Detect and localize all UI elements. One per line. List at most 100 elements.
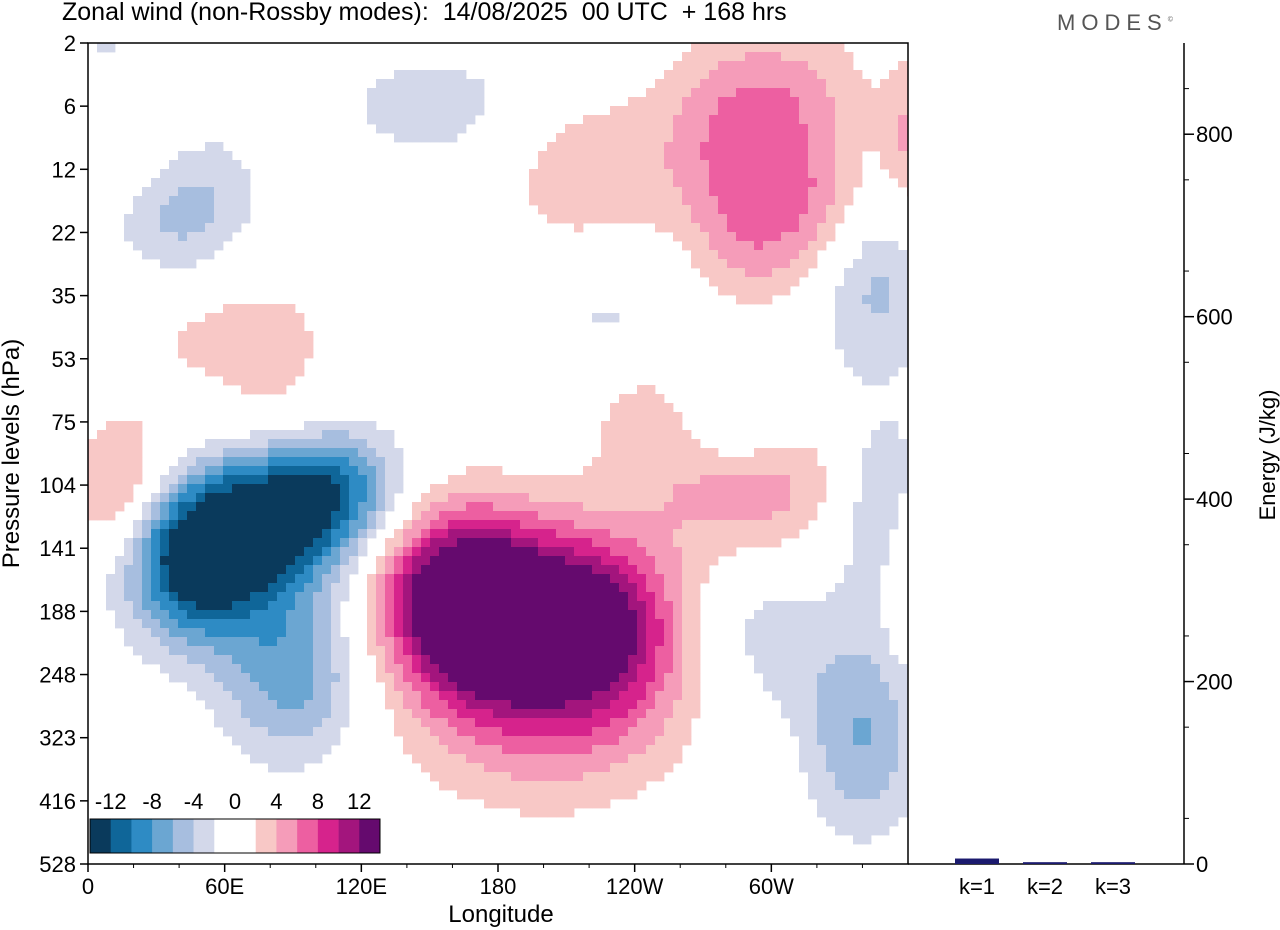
heatmap-cell (763, 79, 773, 89)
heatmap-cell (628, 565, 638, 575)
heatmap-cell (331, 700, 341, 710)
heatmap-cell (808, 727, 818, 737)
heatmap-cell (475, 745, 485, 755)
heatmap-cell (250, 565, 260, 575)
heatmap-cell (799, 628, 809, 638)
heatmap-cell (700, 196, 710, 206)
heatmap-cell (835, 142, 845, 152)
heatmap-cell (745, 97, 755, 107)
heatmap-cell (178, 511, 188, 521)
heatmap-cell (457, 601, 467, 611)
heatmap-cell (583, 187, 593, 197)
heatmap-cell (196, 178, 206, 188)
heatmap-cell (241, 376, 251, 386)
heatmap-cell (817, 142, 827, 152)
heatmap-cell (871, 601, 881, 611)
heatmap-cell (403, 79, 413, 89)
heatmap-cell (646, 403, 656, 413)
heatmap-cell (214, 313, 224, 323)
heatmap-cell (799, 106, 809, 116)
heatmap-cell (187, 250, 197, 260)
heatmap-cell (601, 493, 611, 503)
heatmap-cell (151, 493, 161, 503)
heatmap-cell (250, 655, 260, 665)
heatmap-cell (547, 583, 557, 593)
heatmap-cell (745, 160, 755, 170)
heatmap-cell (250, 619, 260, 629)
heatmap-cell (430, 727, 440, 737)
heatmap-cell (493, 529, 503, 539)
y-tick-label: 12 (52, 157, 76, 182)
heatmap-cell (160, 196, 170, 206)
heatmap-cell (745, 70, 755, 80)
heatmap-cell (808, 628, 818, 638)
heatmap-cell (655, 169, 665, 179)
heatmap-cell (718, 250, 728, 260)
heatmap-cell (376, 457, 386, 467)
heatmap-cell (781, 529, 791, 539)
heatmap-cell (835, 43, 845, 53)
heatmap-cell (601, 511, 611, 521)
heatmap-cell (772, 628, 782, 638)
heatmap-cell (313, 529, 323, 539)
heatmap-cell (871, 529, 881, 539)
heatmap-cell (763, 88, 773, 98)
heatmap-cell (727, 232, 737, 242)
heatmap-cell (394, 70, 404, 80)
heatmap-cell (520, 763, 530, 773)
heatmap-cell (286, 529, 296, 539)
heatmap-cell (439, 529, 449, 539)
heatmap-cell (106, 493, 116, 503)
heatmap-cell (511, 619, 521, 629)
heatmap-cell (223, 502, 233, 512)
heatmap-cell (844, 97, 854, 107)
heatmap-cell (799, 178, 809, 188)
heatmap-cell (574, 583, 584, 593)
heatmap-cell (304, 673, 314, 683)
heatmap-cell (340, 592, 350, 602)
heatmap-cell (160, 484, 170, 494)
heatmap-cell (835, 583, 845, 593)
heatmap-cell (646, 466, 656, 476)
heatmap-cell (142, 223, 152, 233)
heatmap-cell (430, 592, 440, 602)
heatmap-cell (583, 619, 593, 629)
heatmap-cell (682, 538, 692, 548)
heatmap-cell (763, 70, 773, 80)
heatmap-cell (880, 673, 890, 683)
heatmap-cell (817, 187, 827, 197)
heatmap-cell (862, 727, 872, 737)
heatmap-cell (196, 628, 206, 638)
heatmap-cell (187, 475, 197, 485)
heatmap-cell (628, 151, 638, 161)
heatmap-cell (475, 556, 485, 566)
heatmap-cell (349, 511, 359, 521)
heatmap-cell (673, 547, 683, 557)
heatmap-cell (628, 205, 638, 215)
heatmap-cell (691, 691, 701, 701)
heatmap-cell (799, 457, 809, 467)
heatmap-cell (673, 151, 683, 161)
heatmap-cell (583, 529, 593, 539)
heatmap-cell (457, 727, 467, 737)
heatmap-cell (160, 223, 170, 233)
heatmap-cell (178, 601, 188, 611)
heatmap-cell (178, 214, 188, 224)
heatmap-cell (799, 79, 809, 89)
heatmap-cell (565, 511, 575, 521)
heatmap-cell (682, 727, 692, 737)
heatmap-cell (196, 556, 206, 566)
heatmap-cell (862, 457, 872, 467)
heatmap-cell (790, 484, 800, 494)
heatmap-cell (520, 673, 530, 683)
heatmap-cell (277, 673, 287, 683)
heatmap-cell (448, 493, 458, 503)
heatmap-cell (448, 97, 458, 107)
heatmap-cell (439, 637, 449, 647)
heatmap-cell (826, 790, 836, 800)
heatmap-cell (322, 565, 332, 575)
heatmap-cell (385, 646, 395, 656)
heatmap-cell (556, 718, 566, 728)
heatmap-cell (646, 574, 656, 584)
heatmap-cell (493, 493, 503, 503)
